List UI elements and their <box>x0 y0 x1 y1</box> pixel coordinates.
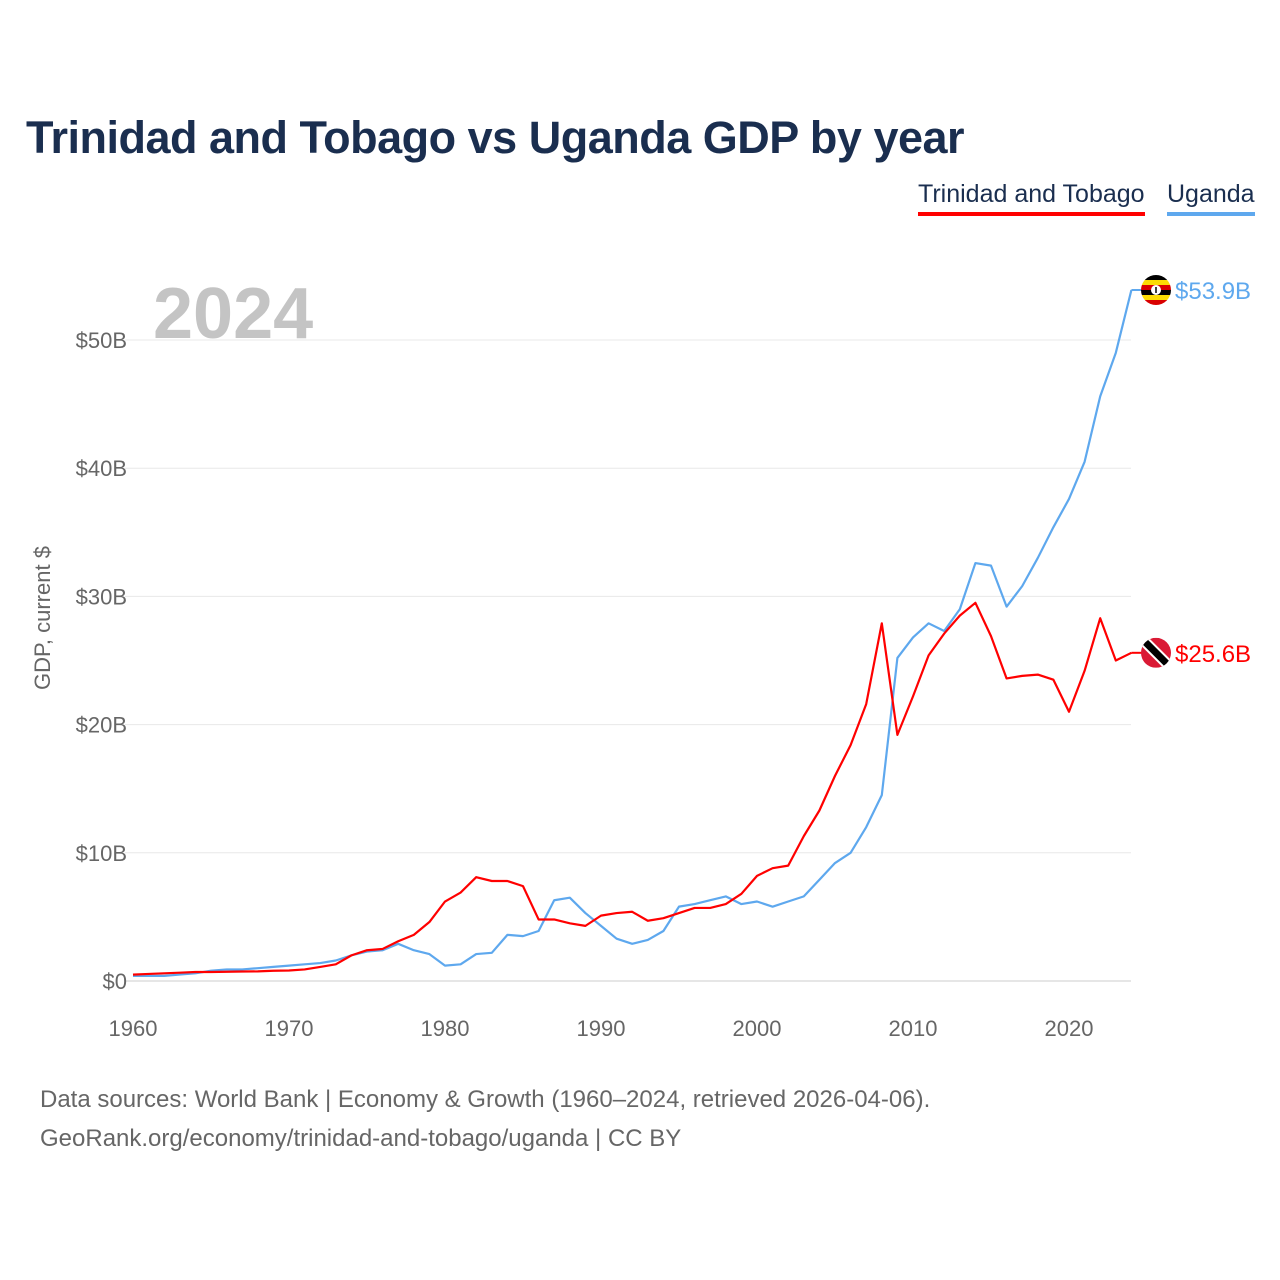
end-value-label: $53.9B <box>1175 278 1251 305</box>
y-tick-label: $10B <box>76 841 127 866</box>
trinidad-and-tobago-flag-icon <box>1141 637 1171 668</box>
source-line-2[interactable]: GeoRank.org/economy/trinidad-and-tobago/… <box>40 1125 682 1152</box>
line-chart: 2024 GDP, current $ $0 $10B $20B $30B $40B $5… <box>30 274 1251 1041</box>
x-tick-label: 1980 <box>421 1016 470 1041</box>
x-tick-label: 1970 <box>265 1016 314 1041</box>
legend-trinidad-and-tobago[interactable]: Trinidad and Tobago <box>918 180 1145 216</box>
y-tick-label: $40B <box>76 456 127 481</box>
y-tick-label: $30B <box>76 584 127 609</box>
year-watermark: 2024 <box>153 274 313 354</box>
y-axis-label: GDP, current $ <box>30 546 55 690</box>
x-tick-label: 2000 <box>733 1016 782 1041</box>
chart-title: Trinidad and Tobago vs Uganda GDP by yea… <box>26 112 965 163</box>
series-line-uganda <box>133 289 1133 977</box>
uganda-flag-icon <box>1141 275 1171 306</box>
end-value-label: $25.6B <box>1175 641 1251 668</box>
series-line-trinidad-and-tobago <box>132 601 1132 976</box>
x-tick-label: 1990 <box>577 1016 626 1041</box>
x-tick-label: 2010 <box>889 1016 938 1041</box>
legend-uganda[interactable]: Uganda <box>1167 180 1255 216</box>
y-tick-label: $0 <box>103 969 127 994</box>
source-line-1: Data sources: World Bank | Economy & Gro… <box>40 1086 931 1113</box>
y-tick-label: $50B <box>76 328 127 353</box>
grid <box>125 339 1131 982</box>
x-tick-label: 2020 <box>1045 1016 1094 1041</box>
x-tick-label: 1960 <box>109 1016 158 1041</box>
y-tick-label: $20B <box>76 713 127 738</box>
